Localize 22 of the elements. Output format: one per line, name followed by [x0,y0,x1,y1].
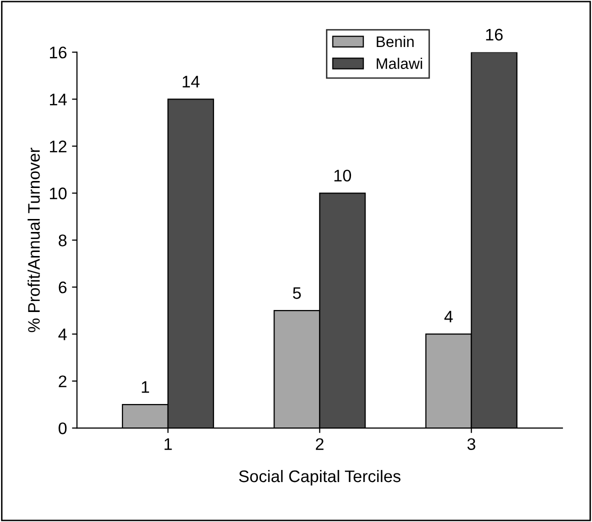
y-tick-label: 10 [50,188,67,200]
y-tick-label: 0 [58,422,67,434]
y-tick-label: 16 [50,46,67,58]
y-tick-label: 14 [50,94,67,106]
x-tick-label: 2 [316,438,324,450]
data-label: 14 [182,76,200,88]
y-tick-label: 4 [58,328,67,340]
y-tick-label: 12 [50,140,66,152]
x-tick-label: 3 [467,438,476,450]
data-label: 1 [142,381,150,393]
legend-label: Malawi [376,58,422,69]
legend-label: Benin [376,36,414,48]
x-axis-title: Social Capital Terciles [239,470,400,486]
y-tick-label: 6 [58,282,67,294]
data-label: 5 [292,287,301,299]
data-label: 10 [334,170,352,182]
y-tick-label: 2 [58,375,66,388]
x-tick-label: 1 [164,438,172,450]
data-label: 4 [444,310,453,322]
y-tick-label: 8 [58,234,67,246]
data-label: 16 [486,28,503,41]
y-axis-title: % Profit/Annual Turnover [28,148,40,332]
